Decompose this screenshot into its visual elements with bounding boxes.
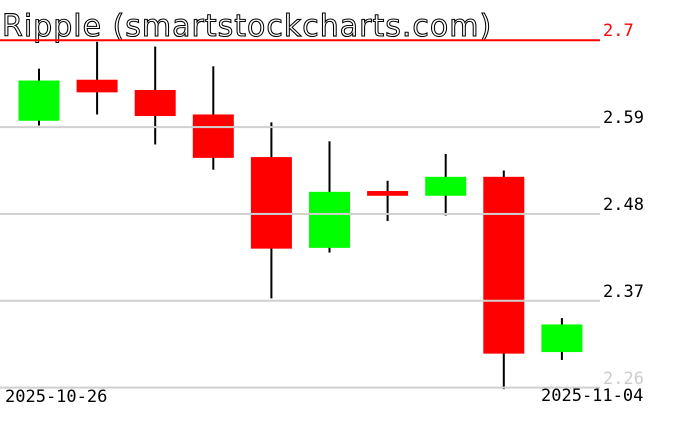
x-axis-line-2.26 bbox=[0, 386, 600, 389]
candle-body-2025-11-04 bbox=[541, 324, 583, 353]
candle-body-2025-10-28 bbox=[134, 89, 176, 117]
gridline-2.48 bbox=[0, 212, 600, 215]
y-axis-label-2.26: 2.26 bbox=[603, 368, 644, 389]
candle-body-2025-10-26 bbox=[18, 80, 60, 121]
candle-wick-2025-10-27 bbox=[96, 41, 99, 115]
candle-body-2025-11-03 bbox=[483, 176, 525, 354]
candle-body-2025-11-02 bbox=[425, 176, 467, 196]
candle-body-2025-10-29 bbox=[192, 114, 234, 158]
gridline-2.37 bbox=[0, 299, 600, 302]
resistance-line-2.7 bbox=[0, 39, 600, 42]
chart-title: Ripple (smartstockcharts.com) bbox=[1, 9, 493, 44]
y-axis-label-2.59: 2.59 bbox=[603, 108, 644, 129]
candle-body-2025-10-27 bbox=[76, 79, 118, 93]
x-axis-label-2025-11-04: 2025-11-04 bbox=[541, 386, 644, 406]
gridline-2.59 bbox=[0, 126, 600, 129]
candle-body-2025-10-30 bbox=[250, 157, 292, 249]
candle-body-2025-11-01 bbox=[367, 191, 409, 196]
y-axis-label-2.37: 2.37 bbox=[603, 281, 644, 302]
x-axis-label-2025-10-26: 2025-10-26 bbox=[5, 387, 108, 407]
y-axis-label-2.7: 2.7 bbox=[603, 21, 634, 42]
candle-body-2025-10-31 bbox=[309, 191, 350, 248]
y-axis-label-2.48: 2.48 bbox=[603, 194, 644, 215]
candle-wick-2025-11-01 bbox=[386, 180, 389, 222]
